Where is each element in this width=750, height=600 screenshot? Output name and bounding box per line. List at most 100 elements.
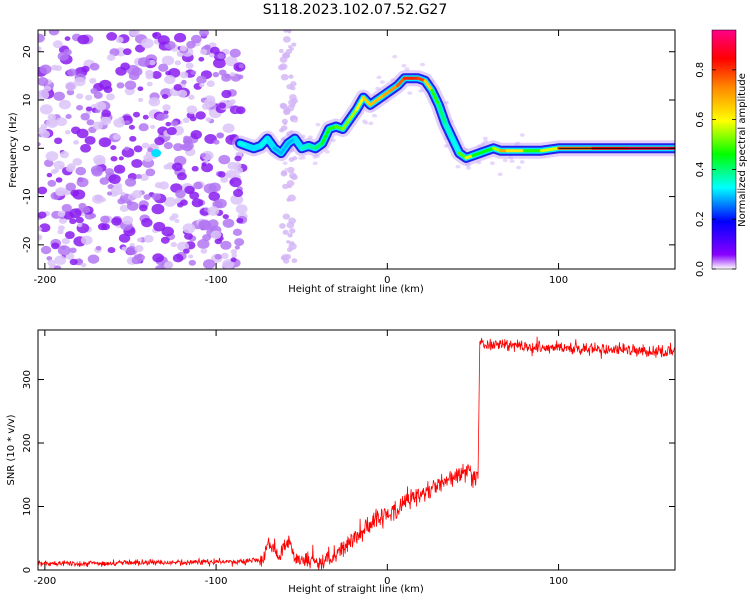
noise-blob — [170, 242, 177, 248]
noise-blob — [52, 40, 63, 49]
y-tick-label: 200 — [22, 433, 33, 452]
noise-blob — [138, 123, 149, 132]
noise-blob — [289, 228, 296, 234]
colorbar-tick-label: 0.2 — [695, 211, 706, 227]
ridge-segment — [279, 141, 290, 155]
noise-blob — [163, 261, 174, 269]
snr-ticks: -200 -100 0 100 0 100 200 300 — [22, 330, 675, 587]
noise-blob — [39, 64, 52, 75]
noise-blob — [131, 190, 143, 199]
noise-blob — [49, 120, 58, 127]
noise-blob — [47, 259, 56, 267]
noise-blob — [286, 240, 291, 244]
noise-blob — [173, 143, 184, 152]
noise-blob — [38, 186, 48, 195]
noise-blob — [137, 57, 151, 67]
noise-blob — [146, 81, 153, 87]
noise-blob — [191, 34, 202, 44]
noise-blob — [92, 194, 105, 204]
noise-blob — [174, 218, 180, 223]
noise-blob — [188, 259, 196, 266]
noise-blob — [221, 89, 232, 99]
noise-blob — [124, 177, 137, 187]
noise-blob — [280, 73, 289, 81]
noise-blob — [282, 229, 289, 235]
noise-blob — [161, 226, 174, 237]
noise-blob — [238, 64, 244, 69]
noise-blob — [407, 91, 413, 95]
noise-blob — [197, 239, 210, 249]
noise-blob — [121, 147, 135, 158]
noise-blob — [80, 235, 93, 245]
noise-blob — [106, 54, 116, 61]
y-tick-label: 100 — [22, 497, 33, 516]
noise-blob — [233, 188, 244, 198]
noise-blob — [106, 32, 118, 41]
ridge-segment — [320, 127, 331, 145]
noise-blob — [145, 73, 154, 80]
noise-blob — [47, 179, 57, 187]
y-tick-label: -20 — [22, 237, 33, 253]
snr-series — [38, 336, 675, 570]
noise-blob — [234, 166, 243, 175]
noise-blob — [124, 80, 137, 90]
noise-blob — [152, 253, 164, 263]
noise-blob — [57, 225, 65, 231]
noise-blob — [129, 135, 137, 142]
noise-blob — [165, 70, 172, 76]
noise-blob — [198, 56, 205, 62]
noise-blob — [182, 137, 193, 145]
noise-blob — [101, 109, 112, 118]
noise-blob — [208, 191, 220, 201]
snr-panel: -200 -100 0 100 0 100 200 300 Height of straigh… — [6, 329, 676, 595]
ridge-segment — [348, 108, 358, 121]
y-tick-label: 20 — [22, 45, 33, 58]
colorbar-tick-label: 0.4 — [695, 161, 706, 177]
noise-blob — [89, 77, 97, 84]
ridge-segment — [355, 96, 365, 112]
noise-blob — [220, 252, 229, 260]
noise-blob — [151, 149, 162, 158]
noise-blob — [278, 48, 284, 53]
noise-blob — [185, 62, 194, 69]
noise-blob — [210, 46, 220, 55]
noise-blob — [92, 121, 103, 130]
noise-blob — [231, 253, 238, 258]
noise-blob — [166, 127, 177, 136]
noise-blob — [216, 132, 224, 138]
noise-blob — [57, 210, 66, 218]
noise-blob — [222, 214, 229, 220]
noise-blob — [77, 222, 83, 228]
y-tick-label: 10 — [22, 94, 33, 107]
noise-blob — [153, 221, 166, 232]
noise-blob — [53, 91, 65, 101]
noise-blob — [172, 162, 183, 172]
noise-blob — [455, 164, 461, 169]
noise-blob — [38, 33, 45, 43]
noise-blob — [76, 258, 83, 264]
noise-blob — [51, 64, 59, 71]
x-tick-label: -200 — [33, 576, 56, 587]
noise-blob — [151, 193, 162, 201]
y-tick-label: 0 — [22, 145, 33, 151]
noise-blob — [95, 245, 102, 251]
noise-blob — [134, 245, 144, 253]
noise-blob — [64, 129, 71, 135]
noise-blob — [98, 137, 112, 148]
noise-blob — [142, 114, 149, 120]
noise-blob — [161, 94, 169, 100]
x-tick-label: 100 — [549, 576, 568, 587]
noise-blob — [123, 48, 132, 56]
noise-blob — [206, 80, 215, 87]
noise-blob — [376, 75, 382, 80]
noise-blob — [43, 85, 52, 92]
noise-blob — [113, 118, 125, 128]
noise-blob — [162, 104, 171, 111]
noise-blob — [229, 72, 236, 77]
spectrogram-xlabel: Height of straight line (km) — [288, 284, 424, 295]
noise-blob — [158, 181, 169, 190]
noise-blob — [118, 156, 124, 161]
noise-blob — [131, 158, 143, 168]
noise-blob — [212, 57, 226, 69]
noise-blob — [284, 254, 292, 260]
